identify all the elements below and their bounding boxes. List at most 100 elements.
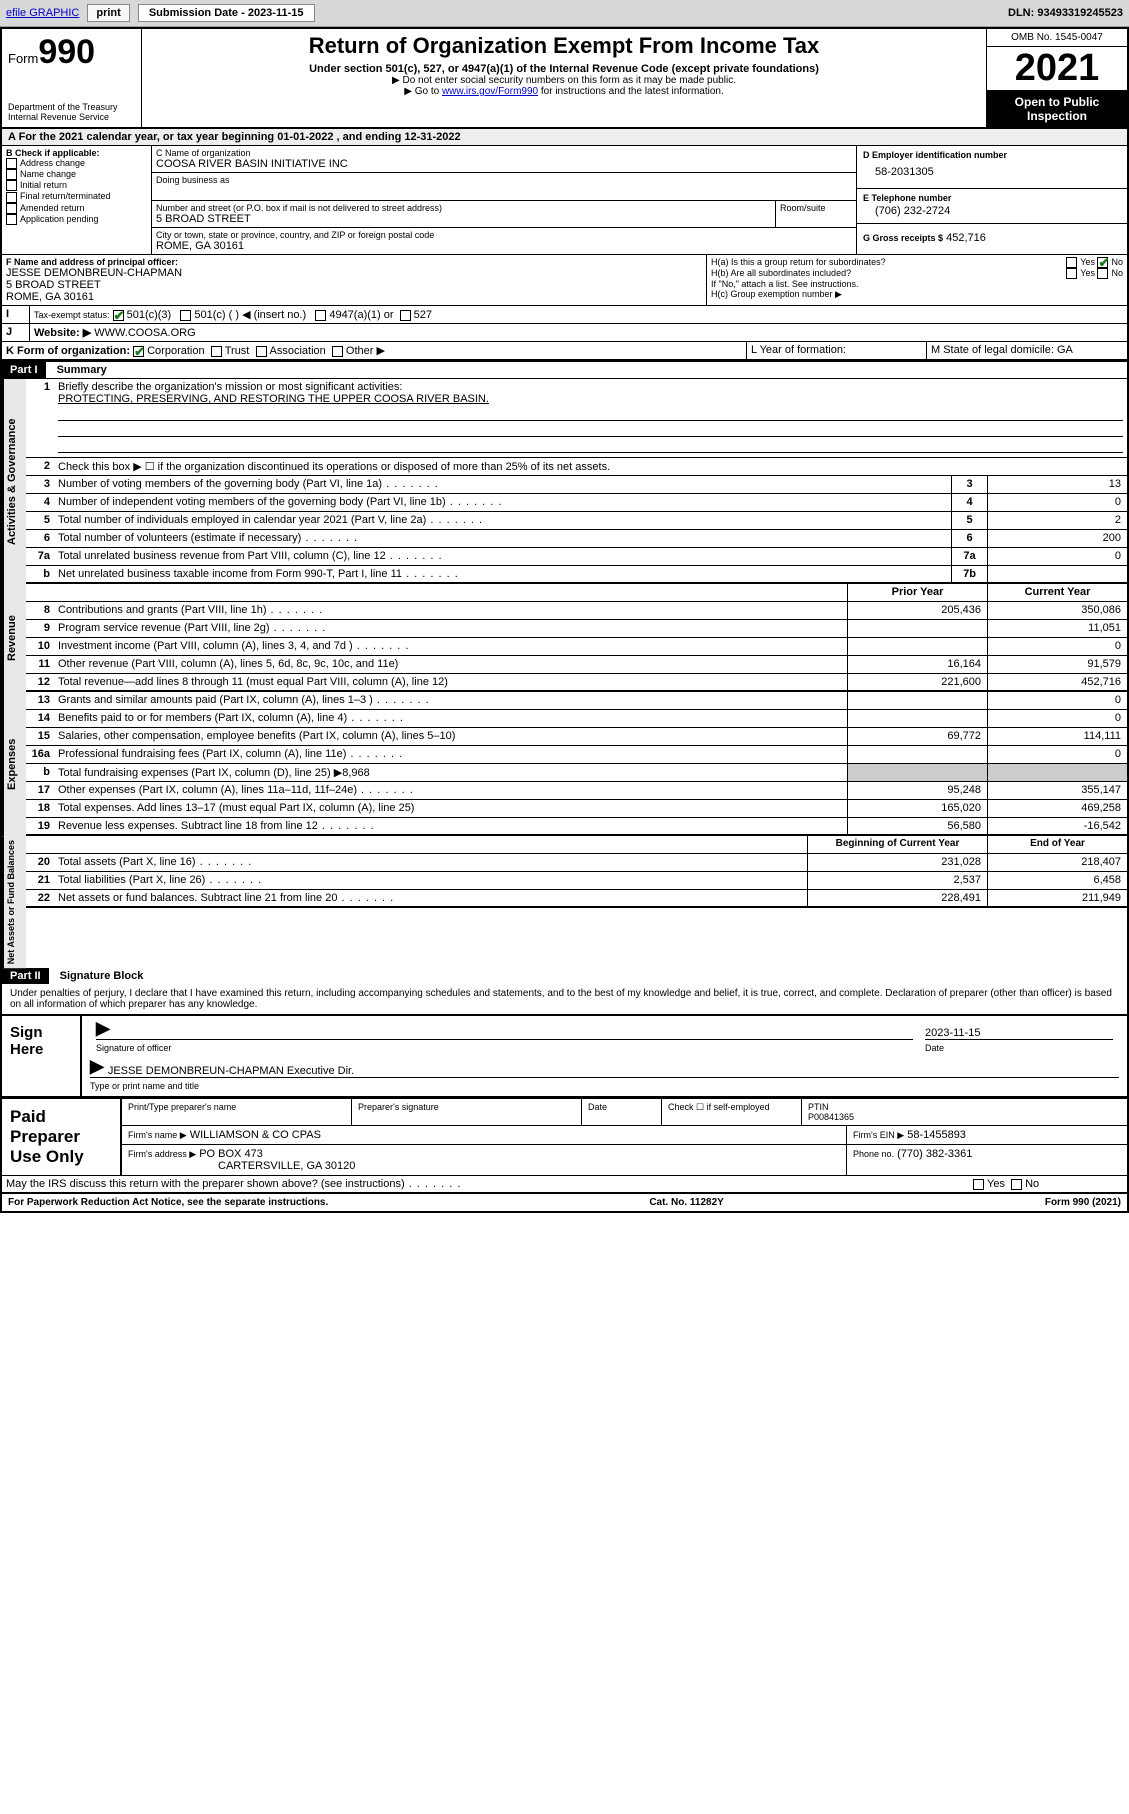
- city-label: City or town, state or province, country…: [156, 230, 852, 240]
- firm-ein-label: Firm's EIN ▶: [853, 1130, 904, 1140]
- sign-here-label: Sign Here: [2, 1016, 82, 1096]
- paid-preparer: Paid Preparer Use Only Print/Type prepar…: [2, 1097, 1127, 1175]
- form-page: Form990 Department of the Treasury Inter…: [0, 27, 1129, 1213]
- line-20: Total assets (Part X, line 16): [54, 854, 807, 871]
- hdr-current-year: Current Year: [987, 584, 1127, 601]
- ptin-label: PTIN: [808, 1102, 1121, 1112]
- line-19: Revenue less expenses. Subtract line 18 …: [54, 818, 847, 834]
- cb-address-change[interactable]: [6, 158, 17, 169]
- m-label: M State of legal domicile: GA: [927, 342, 1127, 359]
- room-label: Room/suite: [776, 201, 856, 227]
- subtitle-2: ▶ Do not enter social security numbers o…: [148, 75, 980, 86]
- cb-initial-return[interactable]: [6, 180, 17, 191]
- cb-discuss-no[interactable]: [1011, 1179, 1022, 1190]
- toolbar: efile GRAPHIC print Submission Date - 20…: [0, 0, 1129, 27]
- print-button[interactable]: print: [87, 4, 129, 22]
- form-number: Form990: [8, 33, 135, 72]
- line-13: Grants and similar amounts paid (Part IX…: [54, 692, 847, 709]
- firm-name: WILLIAMSON & CO CPAS: [190, 1129, 321, 1141]
- line-7a: Total unrelated business revenue from Pa…: [54, 548, 951, 565]
- line-22: Net assets or fund balances. Subtract li…: [54, 890, 807, 906]
- section-deg: D Employer identification number 58-2031…: [857, 146, 1127, 254]
- j-label: Website: ▶: [34, 327, 91, 339]
- officer-addr2: ROME, GA 30161: [6, 291, 702, 303]
- efile-link[interactable]: efile GRAPHIC: [6, 7, 79, 19]
- city-state-zip: ROME, GA 30161: [156, 240, 852, 252]
- form-header: Form990 Department of the Treasury Inter…: [2, 29, 1127, 129]
- cb-corp[interactable]: [133, 346, 144, 357]
- cb-assoc[interactable]: [256, 346, 267, 357]
- footer-left: For Paperwork Reduction Act Notice, see …: [8, 1197, 328, 1208]
- cb-other[interactable]: [332, 346, 343, 357]
- cb-hb-no[interactable]: [1097, 268, 1108, 279]
- line-8: Contributions and grants (Part VIII, lin…: [54, 602, 847, 619]
- k-label: K Form of organization:: [6, 345, 130, 357]
- phone-label: E Telephone number: [863, 193, 1121, 203]
- firm-ein: 58-1455893: [907, 1129, 966, 1141]
- pp-phone: (770) 382-3361: [897, 1148, 972, 1160]
- type-name-label: Type or print name and title: [90, 1081, 199, 1091]
- submission-date: Submission Date - 2023-11-15: [138, 4, 315, 22]
- line-3: Number of voting members of the governin…: [54, 476, 951, 493]
- tab-net-assets: Net Assets or Fund Balances: [2, 836, 26, 968]
- part-i-title: Summary: [49, 364, 107, 376]
- cb-amended[interactable]: [6, 203, 17, 214]
- cb-501c[interactable]: [180, 310, 191, 321]
- cb-trust[interactable]: [211, 346, 222, 357]
- paid-preparer-label: Paid Preparer Use Only: [2, 1099, 122, 1175]
- sig-date: 2023-11-15: [925, 1027, 980, 1039]
- section-j: J Website: ▶ WWW.COOSA.ORG: [2, 324, 1127, 342]
- discuss-question: May the IRS discuss this return with the…: [2, 1176, 967, 1192]
- section-klm: K Form of organization: Corporation Trus…: [2, 342, 1127, 360]
- pp-sig-label: Preparer's signature: [352, 1099, 582, 1125]
- cb-ha-no[interactable]: [1097, 257, 1108, 268]
- tax-year: 2021: [987, 47, 1127, 91]
- tab-activities-governance: Activities & Governance: [2, 379, 26, 584]
- cb-app-pending[interactable]: [6, 214, 17, 225]
- line-16b: Total fundraising expenses (Part IX, col…: [54, 764, 847, 781]
- ein-label: D Employer identification number: [863, 150, 1121, 160]
- cb-discuss-yes[interactable]: [973, 1179, 984, 1190]
- cb-final-return[interactable]: [6, 192, 17, 203]
- hc-label: H(c) Group exemption number ▶: [711, 289, 1123, 300]
- cb-ha-yes[interactable]: [1066, 257, 1077, 268]
- line-7b: Net unrelated business taxable income fr…: [54, 566, 951, 582]
- q1-answer: PROTECTING, PRESERVING, AND RESTORING TH…: [58, 393, 1123, 405]
- org-name: COOSA RIVER BASIN INITIATIVE INC: [156, 158, 852, 170]
- cb-hb-yes[interactable]: [1066, 268, 1077, 279]
- part-i-body: Activities & Governance 1 Briefly descri…: [2, 379, 1127, 584]
- ptin-value: P00841365: [808, 1112, 1121, 1122]
- pp-name-label: Print/Type preparer's name: [122, 1099, 352, 1125]
- line-6: Total number of volunteers (estimate if …: [54, 530, 951, 547]
- ein-value: 58-2031305: [863, 160, 1121, 184]
- cb-501c3[interactable]: [113, 310, 124, 321]
- part-ii-badge: Part II: [2, 968, 49, 984]
- i-label: Tax-exempt status:: [34, 310, 110, 320]
- ha-label: H(a) Is this a group return for subordin…: [711, 257, 886, 268]
- arrow-icon: ▶: [90, 1056, 104, 1077]
- irs-link[interactable]: www.irs.gov/Form990: [442, 86, 538, 97]
- gross-value: 452,716: [946, 232, 986, 244]
- irs-label: Internal Revenue Service: [8, 112, 135, 122]
- cb-name-change[interactable]: [6, 169, 17, 180]
- part-i-badge: Part I: [2, 362, 46, 378]
- tab-revenue: Revenue: [2, 584, 26, 692]
- declaration-text: Under penalties of perjury, I declare th…: [2, 984, 1127, 1014]
- cb-527[interactable]: [400, 310, 411, 321]
- section-c: C Name of organization COOSA RIVER BASIN…: [152, 146, 857, 254]
- part-i-header: Part I Summary: [2, 360, 1127, 379]
- line-15: Salaries, other compensation, employee b…: [54, 728, 847, 745]
- section-bcdeg: B Check if applicable: Address change Na…: [2, 146, 1127, 255]
- dept-treasury: Department of the Treasury: [8, 102, 135, 112]
- date-label: Date: [925, 1043, 944, 1053]
- pp-date-label: Date: [582, 1099, 662, 1125]
- cb-4947[interactable]: [315, 310, 326, 321]
- subtitle-1: Under section 501(c), 527, or 4947(a)(1)…: [148, 63, 980, 75]
- omb-number: OMB No. 1545-0047: [987, 29, 1127, 47]
- street-address: 5 BROAD STREET: [156, 213, 771, 225]
- line-5: Total number of individuals employed in …: [54, 512, 951, 529]
- officer-addr1: 5 BROAD STREET: [6, 279, 702, 291]
- section-fh: F Name and address of principal officer:…: [2, 255, 1127, 306]
- part-ii-title: Signature Block: [52, 970, 144, 982]
- line-9: Program service revenue (Part VIII, line…: [54, 620, 847, 637]
